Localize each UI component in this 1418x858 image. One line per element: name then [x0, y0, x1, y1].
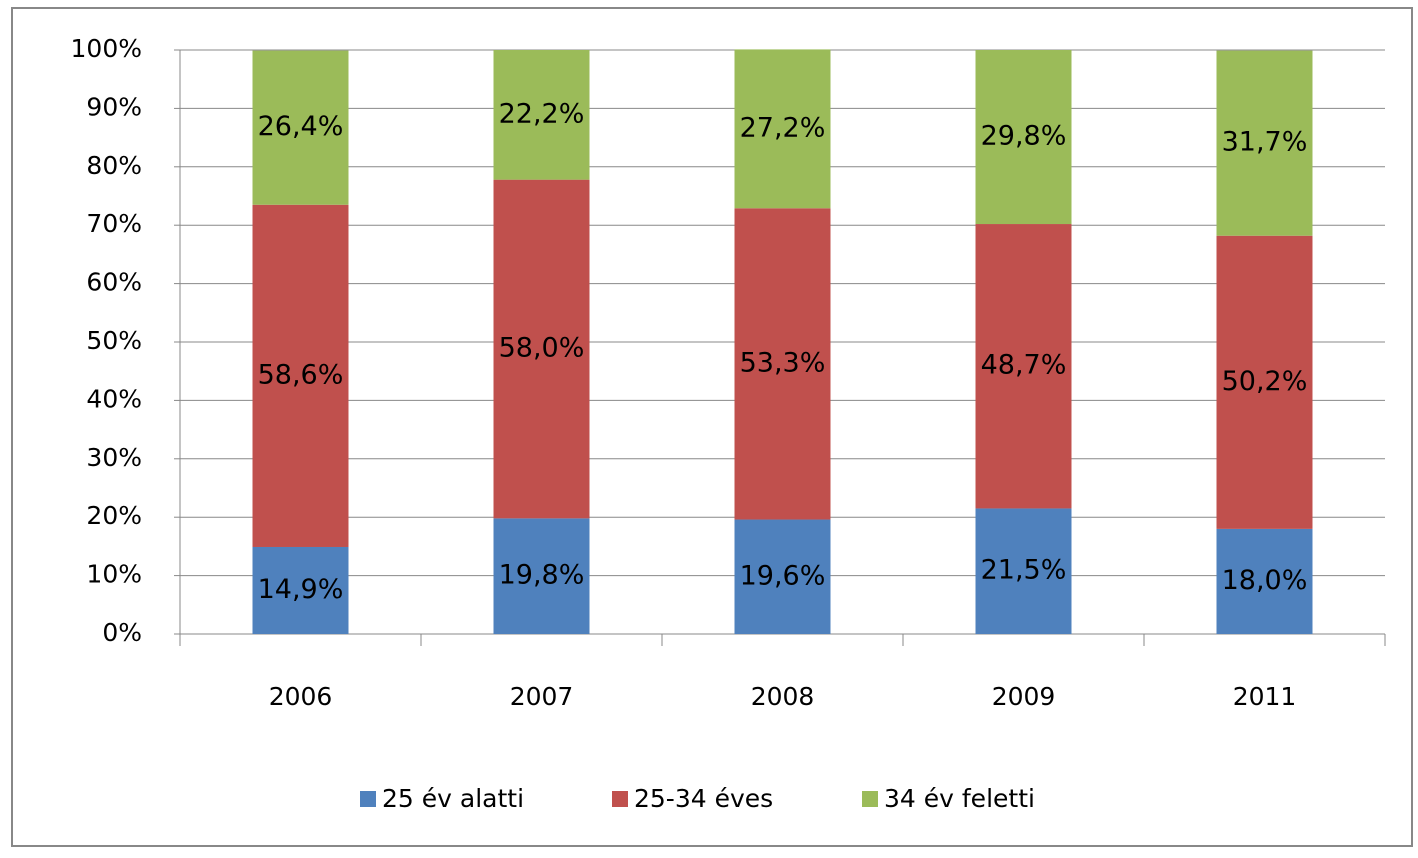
y-tick-label: 30% [86, 443, 142, 472]
y-tick-label: 70% [86, 209, 142, 238]
x-tick-label: 2006 [269, 682, 333, 711]
y-tick-label: 80% [86, 151, 142, 180]
x-tick-label: 2008 [751, 682, 815, 711]
data-label: 26,4% [258, 111, 344, 142]
data-label: 48,7% [981, 350, 1067, 381]
bar-segment [493, 179, 590, 519]
data-label: 14,9% [258, 574, 344, 605]
data-label: 19,8% [499, 560, 585, 591]
y-tick-label: 0% [102, 618, 142, 647]
bar-segment [975, 224, 1072, 509]
data-label: 19,6% [740, 560, 826, 591]
bar-segment [252, 204, 349, 547]
bar-segment [493, 518, 590, 634]
bar-segment [252, 546, 349, 634]
bar-segment [1216, 235, 1313, 529]
bar-segment [975, 508, 1072, 634]
legend-swatch [360, 791, 376, 807]
data-label: 53,3% [740, 347, 826, 378]
bar-segment [1216, 528, 1313, 634]
x-tick-label: 2009 [992, 682, 1056, 711]
x-tick-label: 2011 [1233, 682, 1297, 711]
y-tick-label: 100% [71, 34, 142, 63]
bar-segment [734, 49, 831, 209]
data-label: 50,2% [1222, 366, 1308, 397]
data-label: 27,2% [740, 112, 826, 143]
data-label: 58,0% [499, 333, 585, 364]
x-tick-label: 2007 [510, 682, 574, 711]
y-tick-label: 60% [86, 268, 142, 297]
legend-label: 34 év feletti [884, 784, 1035, 813]
legend-swatch [862, 791, 878, 807]
bar-segment [734, 208, 831, 520]
chart-frame [11, 7, 1413, 847]
data-label: 29,8% [981, 121, 1067, 152]
legend-label: 25-34 éves [634, 784, 773, 813]
y-tick-label: 50% [86, 326, 142, 355]
legend-swatch [612, 791, 628, 807]
bar-segment [493, 50, 590, 180]
bar-segment [252, 50, 349, 205]
data-label: 21,5% [981, 555, 1067, 586]
y-tick-label: 10% [86, 560, 142, 589]
y-tick-label: 90% [86, 92, 142, 121]
data-label: 31,7% [1222, 127, 1308, 158]
bar-segment [1216, 50, 1313, 236]
data-label: 18,0% [1222, 565, 1308, 596]
legend-label: 25 év alatti [382, 784, 524, 813]
bar-segment [734, 519, 831, 634]
bar-segment [975, 50, 1072, 225]
y-tick-label: 40% [86, 384, 142, 413]
data-label: 58,6% [258, 359, 344, 390]
y-tick-label: 20% [86, 501, 142, 530]
data-label: 22,2% [499, 98, 585, 129]
